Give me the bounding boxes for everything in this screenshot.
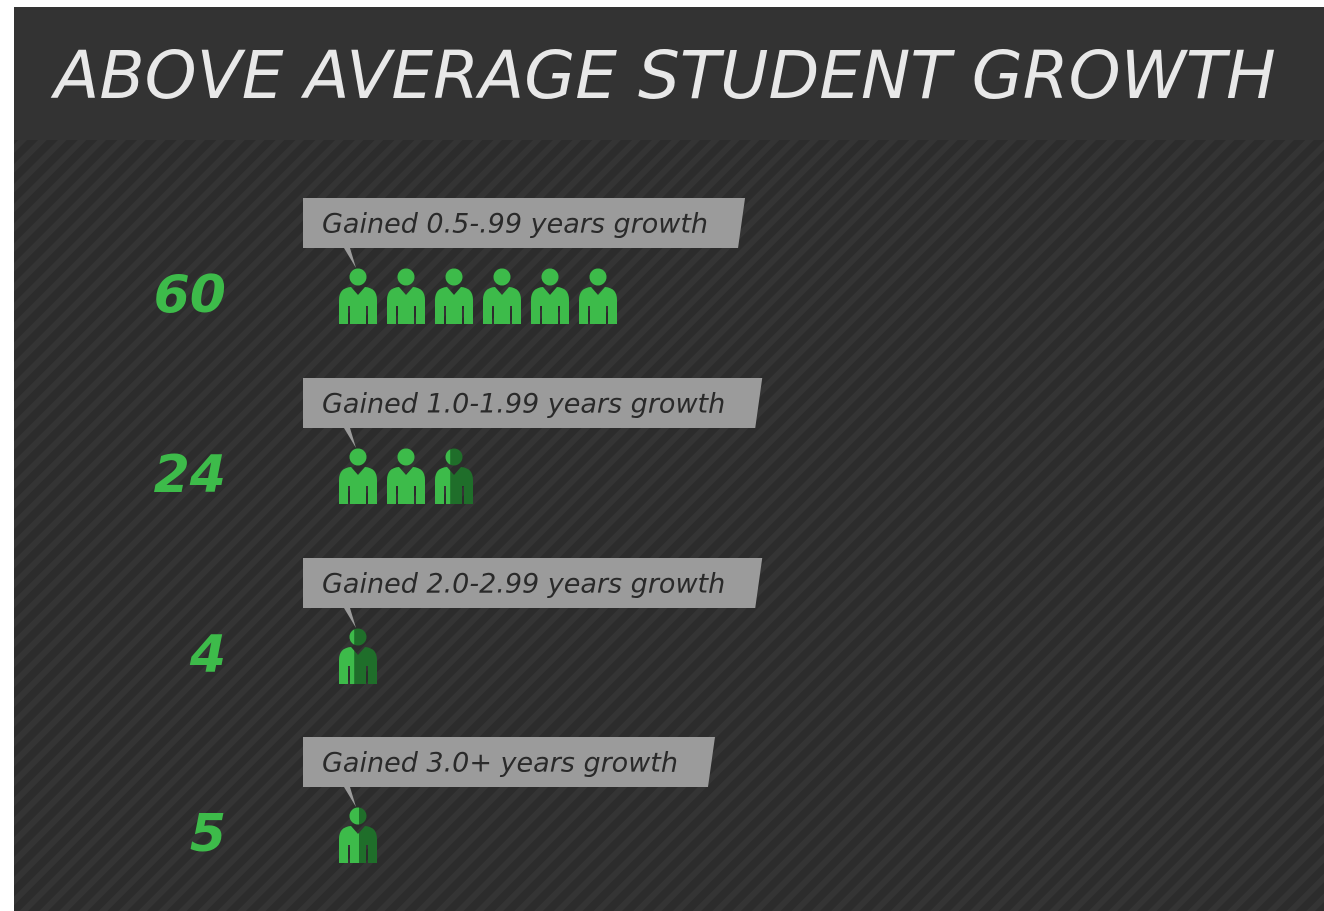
callout-box [303, 198, 746, 268]
title-bar [14, 7, 1324, 140]
value-label: 4 [189, 625, 226, 685]
category-label: Gained 2.0-2.99 years growth [322, 569, 725, 600]
value-label: 24 [154, 445, 226, 505]
callout: Gained 0.5-.99 years growth [303, 198, 746, 268]
category-label: Gained 0.5-.99 years growth [322, 209, 708, 240]
callout-box [303, 378, 763, 448]
category-label: Gained 3.0+ years growth [322, 748, 678, 779]
callout: Gained 1.0-1.99 years growth [303, 378, 763, 448]
value-label: 60 [154, 265, 226, 325]
callout: Gained 2.0-2.99 years growth [303, 558, 763, 628]
callout: Gained 3.0+ years growth [303, 737, 715, 807]
callout-box [303, 737, 715, 807]
value-label: 5 [190, 804, 226, 864]
category-label: Gained 1.0-1.99 years growth [322, 389, 725, 420]
callout-box [303, 558, 763, 628]
chart-title: ABOVE AVERAGE STUDENT GROWTH [50, 37, 1276, 114]
